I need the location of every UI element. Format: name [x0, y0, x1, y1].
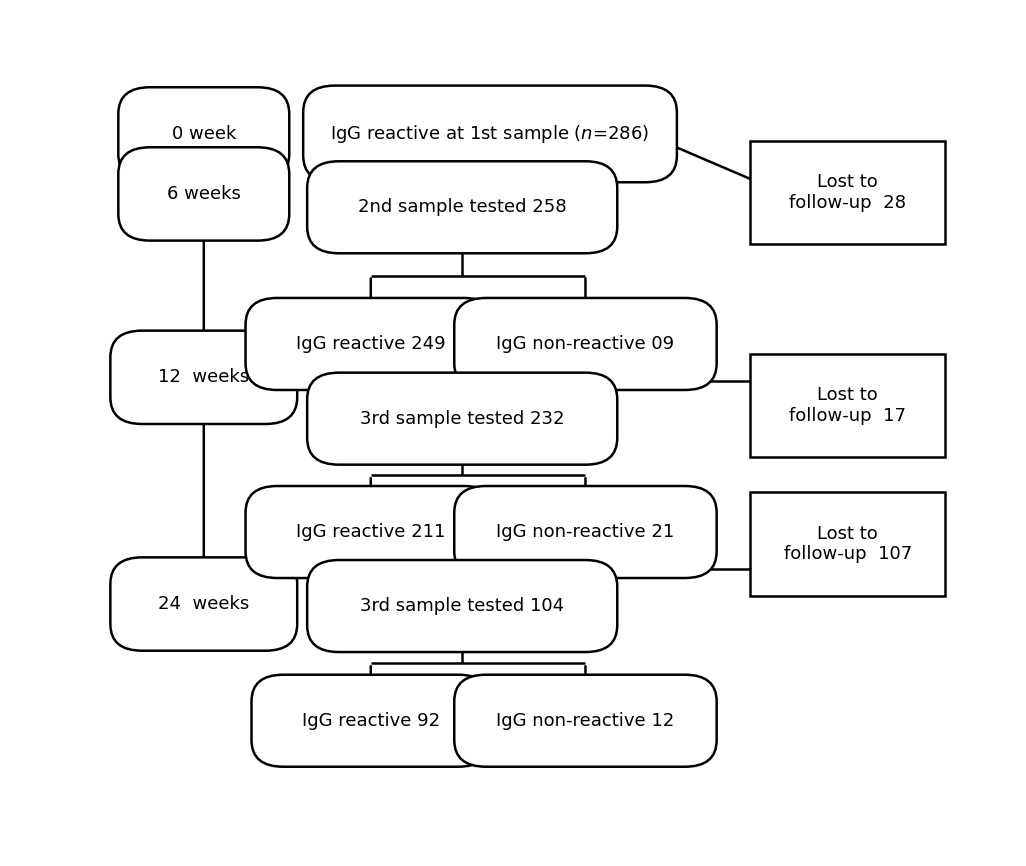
FancyBboxPatch shape [455, 486, 716, 578]
Text: Lost to
follow-up  28: Lost to follow-up 28 [789, 173, 906, 212]
Text: 3rd sample tested 232: 3rd sample tested 232 [360, 410, 564, 428]
Text: IgG reactive at 1st sample ($\it{n}$=286): IgG reactive at 1st sample ($\it{n}$=286… [330, 123, 649, 145]
FancyBboxPatch shape [245, 298, 496, 390]
FancyBboxPatch shape [750, 353, 945, 457]
Text: 6 weeks: 6 weeks [167, 185, 241, 203]
FancyBboxPatch shape [118, 147, 289, 241]
Text: IgG non-reactive 21: IgG non-reactive 21 [497, 523, 674, 541]
Text: IgG non-reactive 09: IgG non-reactive 09 [497, 335, 674, 353]
Text: Lost to
follow-up  107: Lost to follow-up 107 [784, 525, 912, 564]
FancyBboxPatch shape [245, 486, 496, 578]
Text: IgG reactive 92: IgG reactive 92 [302, 712, 440, 730]
Text: 24  weeks: 24 weeks [158, 595, 249, 613]
Text: Lost to
follow-up  17: Lost to follow-up 17 [789, 386, 906, 424]
FancyBboxPatch shape [304, 86, 677, 182]
FancyBboxPatch shape [455, 675, 716, 766]
FancyBboxPatch shape [111, 558, 298, 650]
FancyBboxPatch shape [307, 161, 618, 253]
FancyBboxPatch shape [750, 141, 945, 244]
Text: 12  weeks: 12 weeks [158, 368, 249, 386]
FancyBboxPatch shape [118, 87, 289, 181]
FancyBboxPatch shape [251, 675, 490, 766]
Text: IgG non-reactive 12: IgG non-reactive 12 [497, 712, 674, 730]
Text: 0 week: 0 week [171, 125, 236, 143]
FancyBboxPatch shape [307, 560, 618, 652]
FancyBboxPatch shape [111, 331, 298, 424]
Text: 2nd sample tested 258: 2nd sample tested 258 [358, 198, 566, 216]
Text: 3rd sample tested 104: 3rd sample tested 104 [360, 597, 564, 615]
FancyBboxPatch shape [307, 372, 618, 465]
Text: IgG reactive 249: IgG reactive 249 [295, 335, 445, 353]
Text: IgG reactive 211: IgG reactive 211 [297, 523, 445, 541]
FancyBboxPatch shape [455, 298, 716, 390]
FancyBboxPatch shape [750, 493, 945, 596]
